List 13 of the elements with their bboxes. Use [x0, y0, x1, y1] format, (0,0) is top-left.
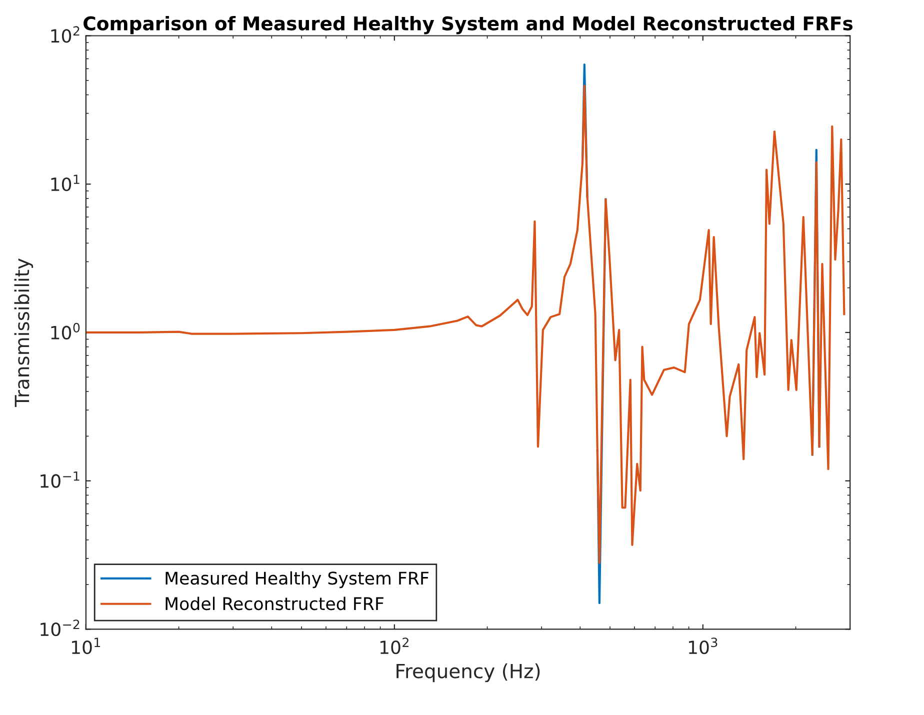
y-axis-title: Transmissibility [14, 258, 34, 408]
x-axis-title: Frequency (Hz) [396, 663, 540, 682]
y-tick-label: 10$^{2}$ [51, 26, 80, 43]
chart-title: Comparison of Measured Healthy System and Model Reconstructed FRFs [84, 16, 853, 34]
y-tick-label: 10$^{−2}$ [40, 620, 80, 636]
y-tick-label: 10$^{0}$ [51, 322, 80, 340]
x-tick-label: 10$^{2}$ [380, 638, 408, 654]
y-tick-label: 10$^{−1}$ [40, 471, 80, 488]
x-tick-label: 10$^{1}$ [72, 638, 100, 654]
y-tick-label: 10$^{1}$ [51, 174, 80, 192]
legend-label: Measured Healthy System FRF [166, 571, 428, 588]
legend-label: Model Reconstructed FRF [166, 596, 384, 610]
x-tick-label: 10$^{3}$ [688, 638, 718, 654]
